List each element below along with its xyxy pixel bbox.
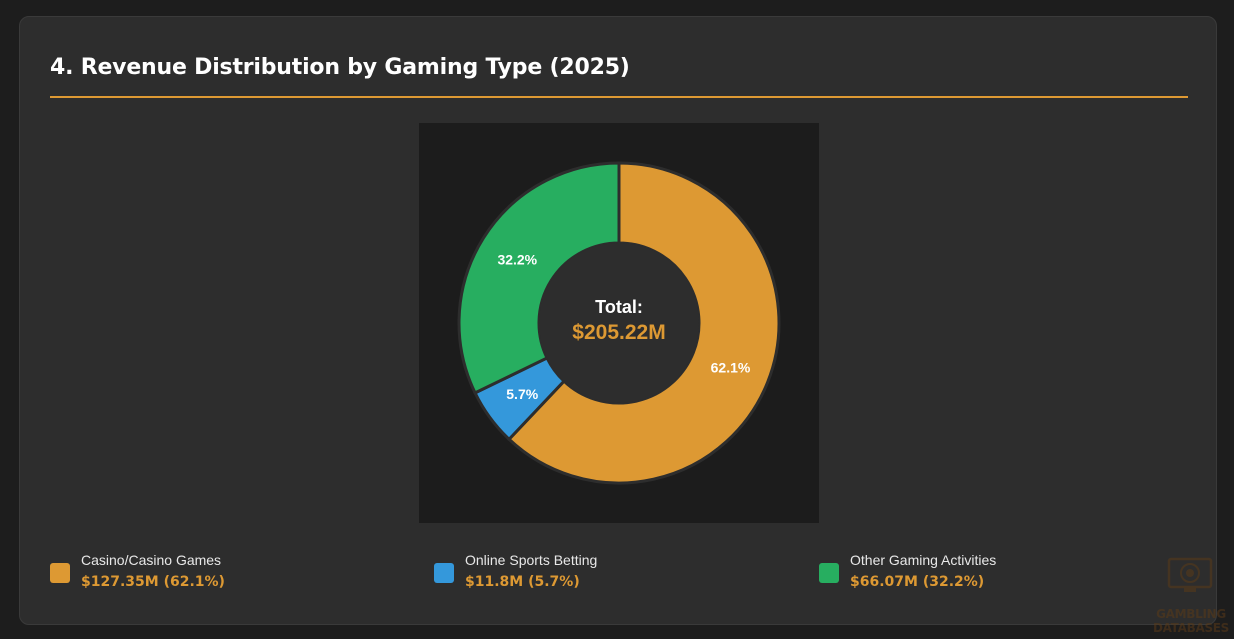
- legend-label: Online Sports Betting: [465, 552, 598, 568]
- title-divider: [50, 96, 1188, 98]
- slice-label-casino: 62.1%: [711, 359, 751, 375]
- legend-value: $66.07M (32.2%): [850, 574, 985, 590]
- slice-label-other-gaming: 32.2%: [497, 251, 537, 267]
- slice-label-sports-betting: 5.7%: [506, 386, 538, 402]
- legend-item-sports-betting: Online Sports Betting $11.8M (5.7%): [434, 552, 794, 602]
- watermark-logo: GAMBLING DATABASES: [1148, 553, 1234, 639]
- legend-label: Other Gaming Activities: [850, 552, 997, 568]
- legend-value: $11.8M (5.7%): [465, 574, 580, 590]
- legend-item-casino: Casino/Casino Games $127.35M (62.1%): [50, 552, 410, 602]
- watermark-text-line2: DATABASES: [1152, 621, 1230, 635]
- center-total-label: Total:: [595, 297, 643, 317]
- legend-swatch-casino: [50, 563, 70, 583]
- watermark-text-line1: GAMBLING: [1156, 607, 1226, 621]
- doughnut-center: [539, 243, 699, 403]
- legend-value: $127.35M (62.1%): [81, 574, 225, 590]
- center-total-value: $205.22M: [572, 321, 665, 344]
- chart-title: 4. Revenue Distribution by Gaming Type (…: [50, 55, 630, 80]
- doughnut-chart-svg: Total: $205.22M 62.1% 5.7% 32.2%: [457, 161, 781, 485]
- legend-swatch-sports-betting: [434, 563, 454, 583]
- legend-swatch-other-gaming: [819, 563, 839, 583]
- chart-legend: Casino/Casino Games $127.35M (62.1%) Onl…: [50, 552, 1210, 602]
- monitor-chip-icon: [1167, 557, 1213, 592]
- doughnut-chart: Total: $205.22M 62.1% 5.7% 32.2%: [419, 123, 819, 523]
- chart-card: 4. Revenue Distribution by Gaming Type (…: [19, 16, 1217, 625]
- legend-label: Casino/Casino Games: [81, 552, 222, 568]
- legend-item-other-gaming: Other Gaming Activities $66.07M (32.2%): [819, 552, 1179, 602]
